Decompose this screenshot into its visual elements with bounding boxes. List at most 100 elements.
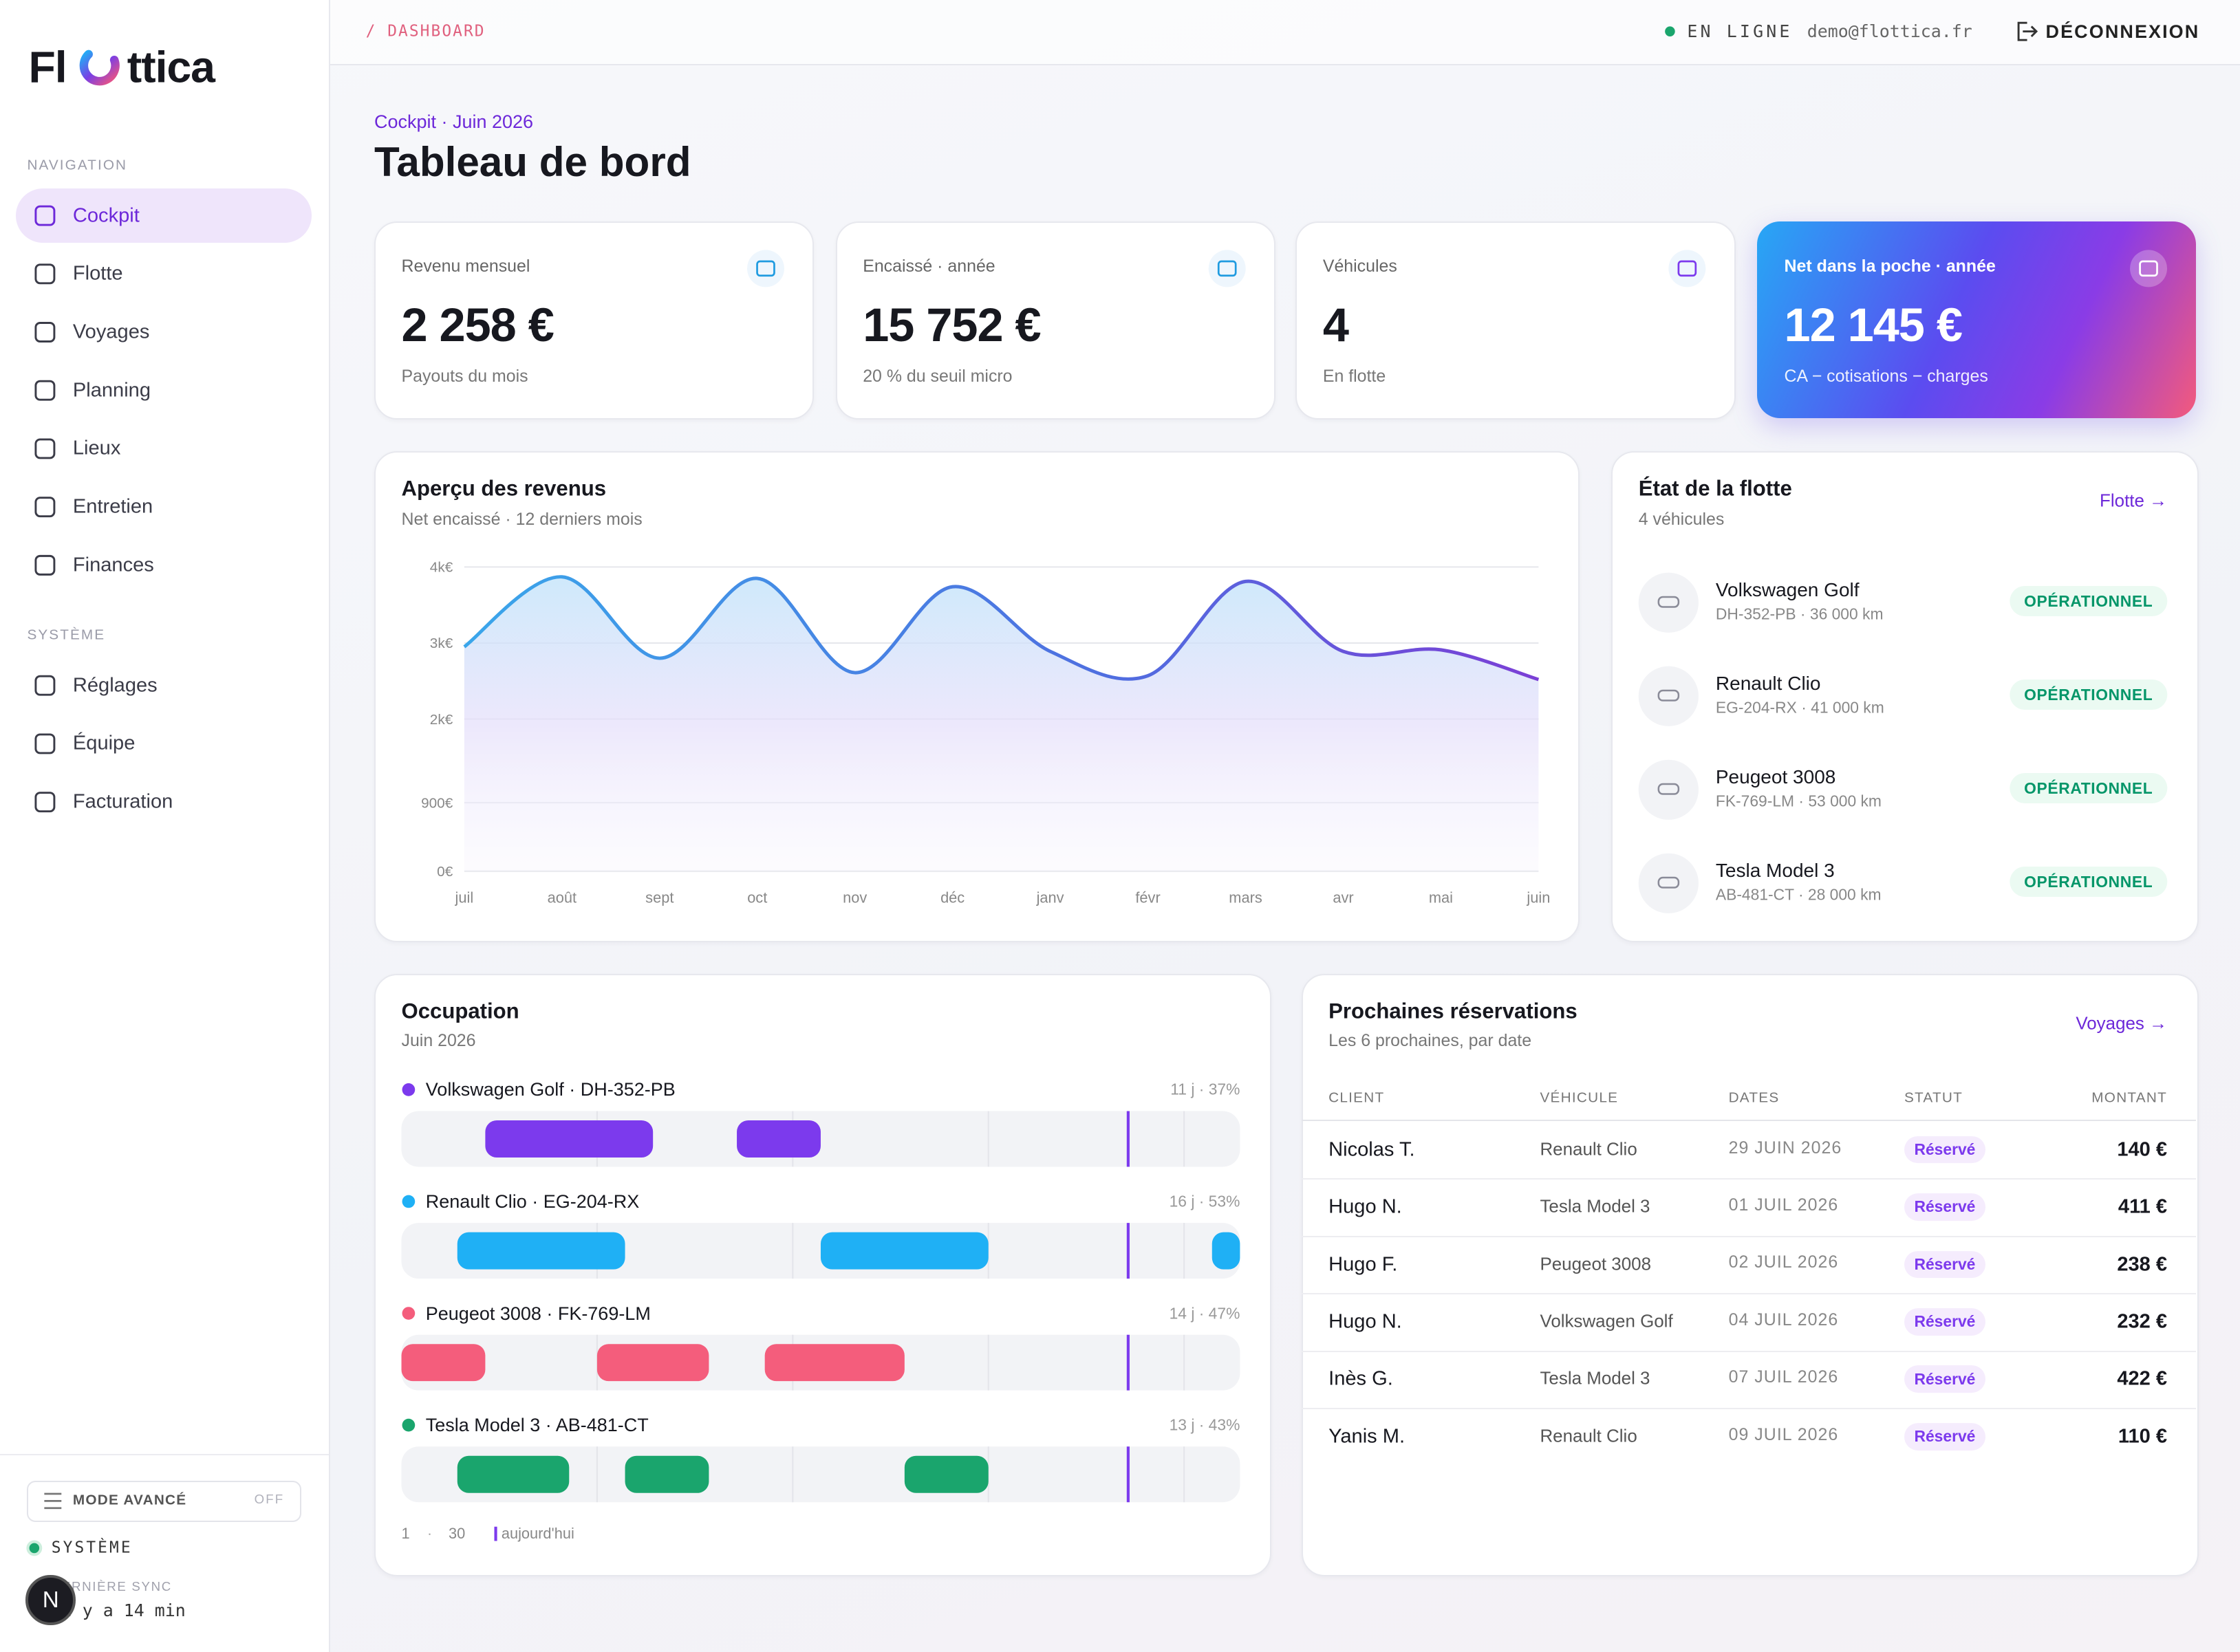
occupation-vehicle: Tesla Model 3 · AB-481-CT (425, 1414, 649, 1435)
online-status: EN LIGNE (1687, 21, 1793, 41)
logout-button[interactable]: DÉCONNEXION (2045, 21, 2200, 42)
nav-item[interactable]: Cockpit (72, 204, 140, 227)
chart-subtitle: Net encaissé · 12 derniers mois (401, 509, 643, 529)
vehicle: Renault Clio (1540, 1426, 1637, 1446)
nav-item[interactable]: Finances (72, 554, 154, 576)
vehicle-status: OPÉRATIONNEL (2010, 586, 2168, 617)
fleet-subtitle: 4 véhicules (1638, 509, 1725, 529)
row-divider (1301, 1178, 2196, 1180)
day-end: 30 (449, 1525, 466, 1543)
vehicle-name: Peugeot 3008 (1715, 765, 1836, 787)
sync-label: DERNIÈRE SYNC (51, 1578, 172, 1594)
chart-title: Aperçu des revenus (401, 476, 607, 501)
kpi-card (1295, 221, 1736, 420)
occupation-summary: 11 j · 37% (1170, 1080, 1240, 1098)
nav-active-pill (15, 188, 312, 243)
reservations-subtitle: Les 6 prochaines, par date (1328, 1030, 1532, 1050)
sidebar (0, 0, 330, 1652)
vehicle-status: OPÉRATIONNEL (2010, 680, 2168, 710)
row-divider (1301, 1293, 2196, 1295)
kpi-card (374, 221, 815, 420)
amount: 110 € (2118, 1425, 2168, 1448)
kpi-value: 15 752 € (863, 298, 1041, 352)
vehicle-name: Tesla Model 3 (1715, 859, 1835, 881)
reservations-link[interactable]: Voyages → (2076, 1014, 2168, 1034)
nav-item[interactable]: Facturation (72, 790, 173, 813)
client: Nicolas T. (1328, 1138, 1415, 1161)
client: Inès G. (1328, 1368, 1393, 1391)
page-title: Tableau de bord (374, 138, 691, 185)
vehicle-status: OPÉRATIONNEL (2010, 773, 2168, 804)
nav-item[interactable]: Équipe (72, 732, 136, 754)
status-badge: Réservé (1904, 1308, 1985, 1336)
column-header: VÉHICULE (1540, 1089, 1619, 1106)
dates: 04 JUIL 2026 (1728, 1309, 1839, 1329)
fleet-title: État de la flotte (1638, 476, 1792, 501)
status-badge: Réservé (1904, 1193, 1985, 1221)
nav-item[interactable]: Lieux (72, 437, 121, 459)
kpi-label: Encaissé · année (863, 257, 995, 276)
day-start: 1 (401, 1525, 410, 1543)
column-header: MONTANT (2091, 1089, 2168, 1106)
column-header: DATES (1728, 1089, 1780, 1106)
kpi-note: 20 % du seuil micro (863, 367, 1013, 387)
vehicle-details: EG-204-RX · 41 000 km (1715, 698, 1884, 717)
occupation-summary: 14 j · 47% (1169, 1303, 1240, 1322)
occupation-vehicle: Volkswagen Golf · DH-352-PB (425, 1079, 676, 1100)
status-badge: Réservé (1904, 1135, 1985, 1164)
amount: 411 € (2118, 1195, 2168, 1218)
vehicle: Tesla Model 3 (1540, 1369, 1650, 1389)
reservations-title: Prochaines réservations (1328, 999, 1577, 1023)
fleet-link[interactable]: Flotte → (2100, 491, 2168, 511)
table-rule (1301, 1119, 2196, 1122)
vehicle-status: OPÉRATIONNEL (2010, 867, 2168, 898)
day-separator: · (427, 1525, 433, 1543)
nav-item[interactable]: Planning (72, 379, 151, 402)
nav-item[interactable]: Entretien (72, 495, 153, 518)
kpi-value: 2 258 € (401, 298, 554, 352)
logo-text: Fl (28, 41, 67, 91)
nav-section-title: NAVIGATION (27, 157, 128, 173)
dates: 07 JUIL 2026 (1728, 1367, 1839, 1387)
occupation-card (374, 974, 1271, 1577)
kpi-label: Net dans la poche · année (1784, 257, 1996, 276)
logo-text: ttica (127, 41, 215, 91)
amount: 422 € (2117, 1368, 2168, 1391)
occupation-subtitle: Juin 2026 (401, 1030, 476, 1050)
client: Yanis M. (1328, 1425, 1406, 1448)
nav-item[interactable]: Voyages (72, 320, 150, 343)
client: Hugo F. (1328, 1253, 1398, 1276)
mode-label: MODE AVANCÉ (72, 1492, 187, 1508)
row-divider (1301, 1408, 2196, 1410)
kpi-value: 12 145 € (1784, 298, 1963, 352)
kpi-label: Véhicules (1322, 257, 1397, 276)
dates: 29 JUIN 2026 (1728, 1138, 1842, 1158)
occupation-vehicle: Peugeot 3008 · FK-769-LM (425, 1303, 651, 1324)
vehicle-details: FK-769-LM · 53 000 km (1715, 792, 1882, 810)
row-divider (1301, 1235, 2196, 1237)
vehicle: Renault Clio (1540, 1140, 1637, 1160)
today-label: aujourd'hui (501, 1525, 574, 1543)
sidebar-footer-divider (0, 1453, 329, 1455)
client: Hugo N. (1328, 1310, 1402, 1333)
kpi-note: En flotte (1322, 367, 1386, 387)
status-badge: Réservé (1904, 1250, 1985, 1279)
nav-item[interactable]: Réglages (72, 674, 158, 697)
kpi-label: Revenu mensuel (401, 257, 530, 276)
dates: 02 JUIL 2026 (1728, 1252, 1839, 1272)
dates: 09 JUIL 2026 (1728, 1424, 1839, 1444)
vehicle-details: DH-352-PB · 36 000 km (1715, 605, 1884, 623)
header-bar (330, 0, 2240, 66)
status-badge: Réservé (1904, 1423, 1985, 1450)
nav-item[interactable]: Flotte (72, 262, 123, 285)
amount: 232 € (2117, 1310, 2168, 1333)
kpi-note: CA − cotisations − charges (1784, 367, 1988, 387)
vehicle: Tesla Model 3 (1540, 1197, 1650, 1217)
occupation-summary: 16 j · 53% (1169, 1192, 1240, 1210)
column-header: CLIENT (1328, 1089, 1385, 1106)
occupation-summary: 13 j · 43% (1169, 1415, 1240, 1434)
avatar[interactable]: N (25, 1575, 76, 1626)
kpi-card-highlight (1757, 221, 2196, 419)
mode-toggle[interactable] (27, 1481, 301, 1523)
